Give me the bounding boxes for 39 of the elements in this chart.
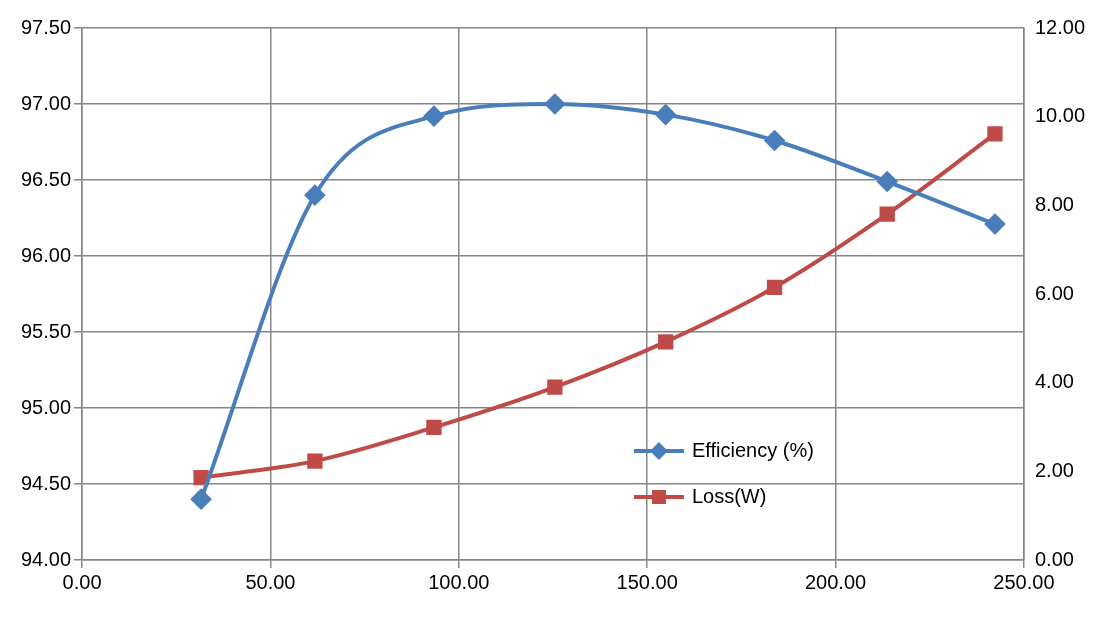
x-tick-label: 100.00 [428, 570, 490, 593]
y-tick-label: 96.50 [20, 167, 72, 190]
x-tick-label: 200.00 [804, 570, 867, 593]
point [764, 130, 785, 151]
x-tick-label: 0.00 [62, 570, 102, 593]
point [307, 453, 323, 469]
x-tick-label: 50.00 [245, 570, 296, 593]
y2-tick-label: 10.00 [1034, 104, 1086, 127]
y-tick-label: 96.00 [20, 243, 72, 266]
point [877, 171, 898, 192]
y-tick-label: 97.50 [20, 15, 72, 38]
point [544, 94, 565, 114]
point [658, 334, 674, 350]
point [984, 214, 1005, 235]
point [879, 206, 895, 222]
y2-tick-label: 0.00 [1034, 547, 1074, 570]
point [423, 106, 444, 127]
legend-label: Loss(W) [691, 484, 767, 507]
y2-tick-label: 12.00 [1034, 15, 1086, 38]
y2-tick-label: 6.00 [1034, 281, 1074, 304]
y2-tick-label: 4.00 [1034, 370, 1074, 393]
legend-label: Efficiency (%) [691, 438, 814, 461]
x-tick-label: 250.00 [993, 570, 1055, 593]
point [193, 469, 209, 486]
point [191, 489, 212, 510]
point [987, 126, 1003, 142]
y-tick-label: 94.50 [20, 471, 72, 494]
y2-tick-label: 2.00 [1034, 458, 1074, 481]
point [655, 104, 676, 125]
point [766, 279, 783, 296]
y-tick-label: 94.00 [20, 547, 72, 570]
y-tick-label: 97.00 [20, 91, 72, 114]
point [547, 379, 563, 395]
y2-tick-label: 8.00 [1034, 192, 1074, 215]
y-tick-label: 95.50 [20, 319, 72, 342]
point [426, 419, 442, 436]
x-tick-label: 150.00 [616, 570, 678, 593]
y-tick-label: 95.00 [20, 395, 72, 418]
point [304, 185, 325, 206]
